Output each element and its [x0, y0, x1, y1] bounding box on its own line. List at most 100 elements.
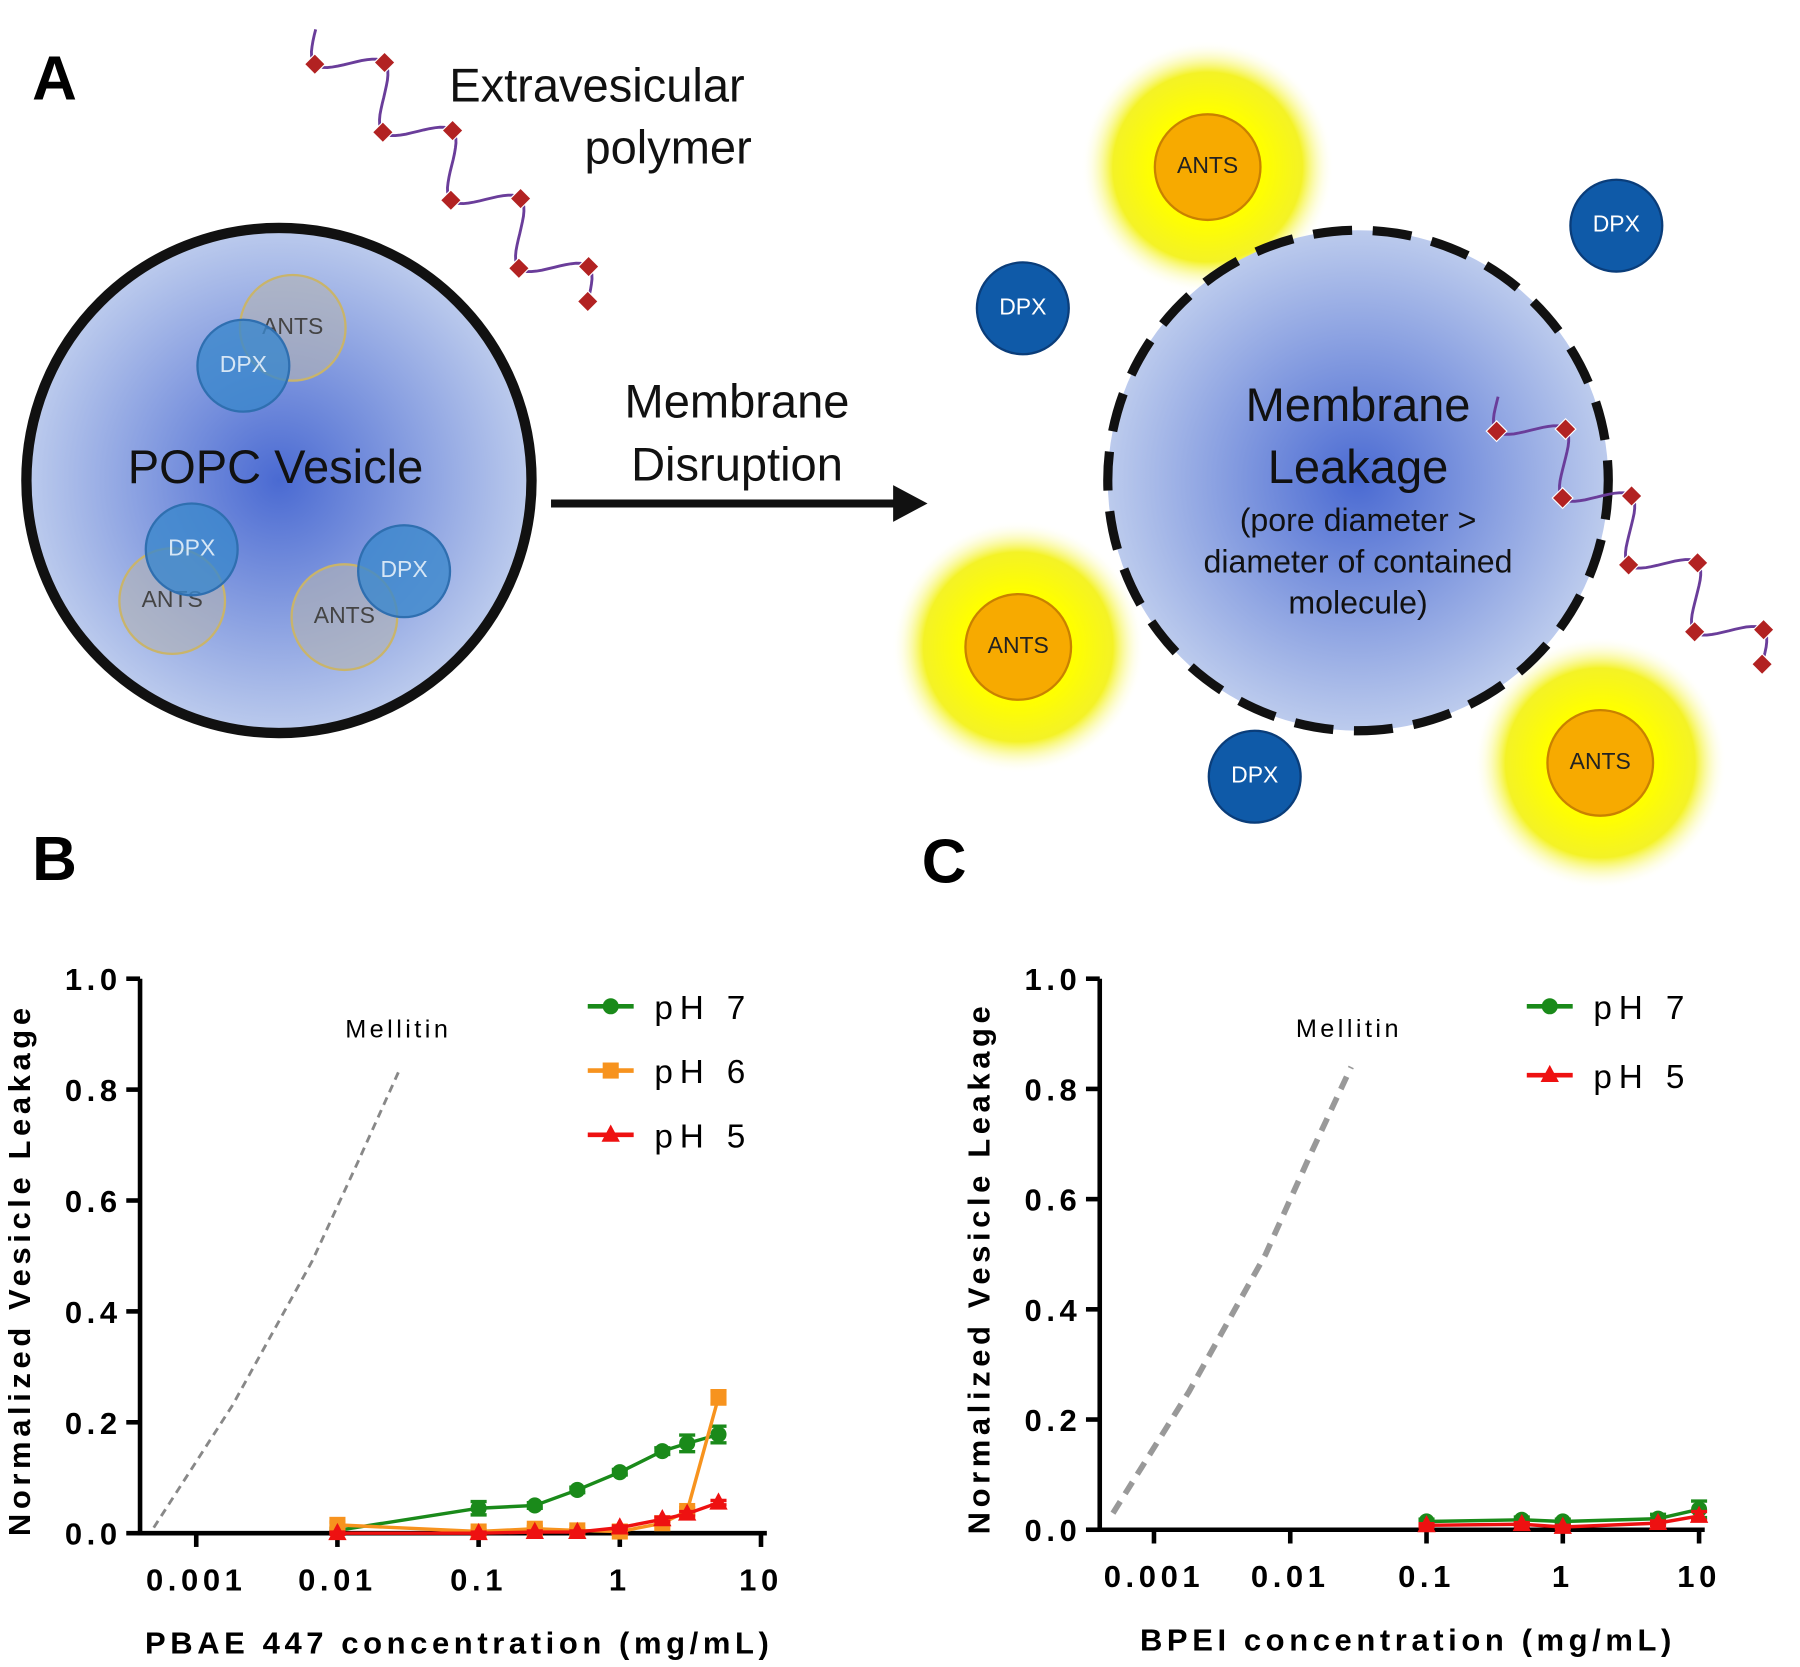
marker	[677, 1503, 697, 1521]
molecule	[1153, 113, 1262, 222]
polymer-group	[1551, 486, 1574, 510]
reference-line	[152, 1066, 402, 1529]
molecule-label: ANTS	[988, 632, 1049, 658]
molecule-label: DPX	[1231, 762, 1278, 788]
leaky-vesicle	[1103, 225, 1613, 736]
polymer-group	[576, 290, 599, 313]
polymer-group	[1752, 618, 1775, 641]
marker	[1417, 1514, 1436, 1533]
x-tick-label: 10	[739, 1563, 783, 1598]
molecule	[144, 502, 239, 597]
legend-label: pH 5	[654, 1118, 752, 1155]
panel-label: C	[922, 827, 967, 896]
x-tick-label: 0.01	[1251, 1559, 1330, 1594]
marker	[469, 1522, 488, 1541]
marker	[611, 1464, 628, 1481]
legend-marker	[602, 998, 619, 1015]
molecule	[975, 261, 1070, 356]
marker	[654, 1443, 671, 1460]
x-tick-label: 0.1	[1398, 1559, 1455, 1594]
y-tick-label: 0.4	[1025, 1293, 1082, 1328]
molecule	[1207, 729, 1302, 824]
marker	[1553, 1516, 1572, 1534]
marker	[525, 1521, 544, 1539]
chart: 0.0 0.2 0.4 0.6 0.8 1.0 0.001 0.01 0.1 1 10 Normali…	[962, 962, 1717, 1657]
polymer	[1492, 396, 1769, 665]
x-tick-label: 1	[1552, 1559, 1574, 1594]
marker	[328, 1522, 347, 1541]
leakage-note: molecule)	[1288, 585, 1427, 621]
molecule	[964, 593, 1073, 701]
leakage-note: diameter of contained	[1204, 543, 1513, 579]
marker	[470, 1500, 487, 1517]
x-axis-title: BPEI concentration (mg/mL)	[1140, 1622, 1676, 1657]
reference-label: Mellitin	[345, 1016, 451, 1044]
polymer-group	[441, 119, 464, 142]
legend-label: pH 7	[654, 990, 752, 1027]
molecule	[196, 318, 291, 413]
legend-marker	[1541, 998, 1558, 1015]
marker	[709, 1492, 728, 1510]
molecule-label: DPX	[168, 534, 215, 560]
arrow-label: Membrane	[625, 374, 850, 427]
x-tick-label: 0.001	[1104, 1559, 1205, 1594]
y-tick-label: 1.0	[65, 962, 122, 997]
polymer-group	[439, 189, 463, 212]
polymer-group	[1686, 551, 1709, 574]
reference-line	[1110, 1065, 1354, 1515]
polymer-group	[373, 51, 396, 74]
reference-label: Mellitin	[1296, 1015, 1402, 1043]
y-tick-label: 0.8	[65, 1073, 122, 1108]
panel-label: A	[32, 44, 77, 113]
legend-label: pH 5	[1593, 1059, 1691, 1096]
marker	[569, 1481, 586, 1498]
y-tick-label: 0.6	[1025, 1183, 1082, 1218]
chart: 0.0 0.2 0.4 0.6 0.8 1.0 0.001 0.01 0.1 1 10 Normali…	[2, 962, 783, 1661]
molecule-label: ANTS	[314, 602, 375, 628]
arrow-label: Disruption	[631, 438, 843, 491]
marker	[679, 1435, 696, 1452]
legend-marker	[1540, 1064, 1559, 1083]
legend-label: pH 7	[1593, 990, 1691, 1027]
polymer-group	[1485, 420, 1508, 443]
y-tick-label: 0.6	[65, 1184, 122, 1219]
x-tick-label: 0.01	[298, 1563, 377, 1598]
polymer-group	[303, 53, 326, 76]
polymers	[303, 29, 1775, 676]
x-tick-label: 0.1	[450, 1563, 507, 1598]
polymer-group	[1620, 484, 1643, 508]
marker	[653, 1508, 672, 1527]
polymer-label: polymer	[584, 121, 751, 174]
x-axis-title: PBAE 447 concentration (mg/mL)	[145, 1626, 773, 1661]
molecule-label: ANTS	[1570, 748, 1631, 774]
molecule-label: ANTS	[1177, 152, 1238, 178]
polymer-group	[577, 255, 600, 278]
y-tick-label: 0.2	[65, 1406, 122, 1441]
molecules: ANTSDPXANTSDPXANTSDPXANTSDPXDPXANTSANTSD…	[118, 113, 1664, 824]
leakage-note: (pore diameter >	[1240, 502, 1477, 538]
leakage-label: Membrane	[1246, 378, 1471, 431]
legend-marker	[601, 1124, 620, 1142]
marker	[1512, 1513, 1531, 1532]
panel-label: B	[32, 825, 77, 894]
molecule	[1569, 178, 1664, 273]
marker	[1648, 1512, 1668, 1531]
legend-marker	[602, 1062, 619, 1079]
y-axis-title: Normalized Vesicle Leakage	[2, 1003, 37, 1536]
molecule-label: DPX	[999, 293, 1046, 319]
y-tick-label: 1.0	[1025, 962, 1082, 997]
marker	[710, 1426, 727, 1443]
polymer-group	[1617, 553, 1640, 577]
polymer-label: Extravesicular	[449, 59, 744, 112]
y-tick-label: 0.4	[65, 1295, 122, 1330]
polymer-group	[1554, 417, 1577, 441]
y-tick-label: 0.0	[1025, 1513, 1082, 1548]
marker	[610, 1517, 629, 1535]
x-tick-label: 0.001	[146, 1563, 247, 1598]
charts: 0.0 0.2 0.4 0.6 0.8 1.0 0.001 0.01 0.1 1 10 Normali…	[2, 962, 1717, 1661]
molecule-label: DPX	[380, 556, 427, 582]
marker	[526, 1497, 543, 1514]
polymer-group	[371, 121, 394, 144]
